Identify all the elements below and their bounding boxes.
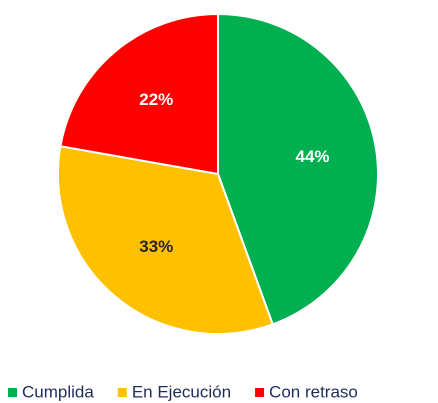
pie-slice — [57, 145, 275, 335]
data-label: 33% — [139, 237, 173, 256]
legend-label: Cumplida — [22, 382, 94, 401]
legend-swatch — [8, 388, 17, 397]
legend-label: En Ejecución — [132, 382, 231, 401]
data-label: 22% — [139, 90, 173, 109]
pie-slice — [217, 12, 379, 326]
legend-swatch — [255, 388, 265, 397]
data-label: 44% — [296, 147, 330, 166]
legend-swatch — [117, 388, 127, 397]
pie-slice — [59, 12, 219, 176]
legend-label: Con retraso — [269, 382, 358, 401]
